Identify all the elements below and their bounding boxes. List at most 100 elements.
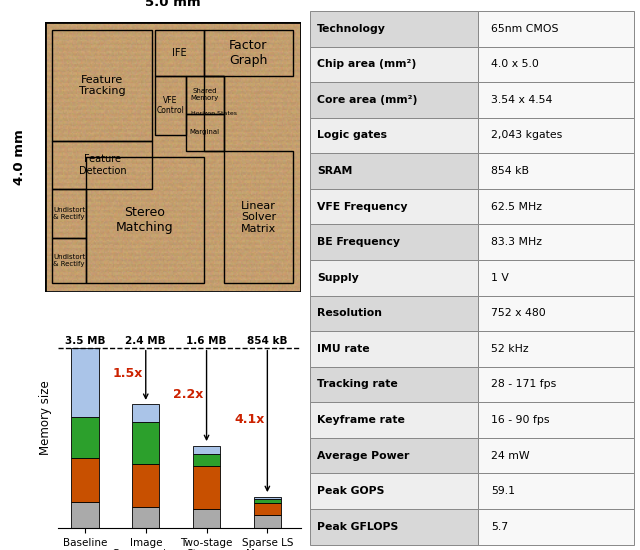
Text: 2,043 kgates: 2,043 kgates — [492, 130, 563, 140]
Text: Supply: Supply — [317, 273, 358, 283]
Text: Stereo
Matching: Stereo Matching — [116, 206, 173, 234]
Bar — [155, 30, 204, 76]
Text: Linear
Solver
Matrix: Linear Solver Matrix — [241, 201, 276, 234]
Text: IMU rate: IMU rate — [317, 344, 369, 354]
Bar — [253, 503, 281, 515]
Bar — [479, 224, 634, 260]
Bar — [479, 260, 634, 295]
Bar — [479, 47, 634, 82]
Text: Technology: Technology — [317, 24, 386, 34]
Bar — [479, 189, 634, 224]
Bar — [86, 157, 204, 283]
Text: 2.4 MB: 2.4 MB — [125, 336, 166, 345]
Text: 4.0 mm: 4.0 mm — [13, 129, 26, 185]
Bar — [193, 446, 220, 454]
Text: 5.0 mm: 5.0 mm — [145, 0, 200, 8]
Text: BE Frequency: BE Frequency — [317, 237, 400, 247]
Bar — [310, 260, 479, 295]
Text: 16 - 90 fps: 16 - 90 fps — [492, 415, 550, 425]
Text: Average Power: Average Power — [317, 450, 409, 460]
Bar — [310, 118, 479, 153]
Bar — [479, 118, 634, 153]
Bar — [71, 502, 99, 528]
Bar — [204, 30, 293, 76]
Bar — [132, 422, 159, 464]
Text: 83.3 MHz: 83.3 MHz — [492, 237, 542, 247]
Text: 52 kHz: 52 kHz — [492, 344, 529, 354]
Text: 854 kB: 854 kB — [492, 166, 529, 176]
Bar — [52, 238, 86, 283]
Bar — [193, 454, 220, 466]
Text: Undistort
& Rectify: Undistort & Rectify — [53, 254, 85, 267]
Text: Chip area (mm²): Chip area (mm²) — [317, 59, 416, 69]
Bar — [310, 367, 479, 402]
Y-axis label: Memory size: Memory size — [39, 381, 52, 455]
Bar — [479, 402, 634, 438]
Text: Factor
Graph: Factor Graph — [229, 39, 268, 67]
Bar — [310, 402, 479, 438]
Bar — [132, 404, 159, 422]
Text: VFE
Control: VFE Control — [156, 96, 184, 115]
Bar — [310, 82, 479, 118]
Text: 1 V: 1 V — [492, 273, 509, 283]
Bar — [253, 515, 281, 528]
Text: 854 kB: 854 kB — [247, 336, 287, 345]
Text: 1.5x: 1.5x — [113, 367, 143, 380]
Bar — [310, 153, 479, 189]
Bar — [310, 224, 479, 260]
Text: 4.1x: 4.1x — [234, 413, 264, 426]
Bar — [132, 508, 159, 528]
Bar — [310, 47, 479, 82]
Text: 1.6 MB: 1.6 MB — [186, 336, 227, 345]
Text: Shared
Memory: Shared Memory — [191, 88, 219, 101]
Text: Tracking rate: Tracking rate — [317, 379, 397, 389]
Text: Marginal: Marginal — [189, 129, 220, 135]
Text: 65nm CMOS: 65nm CMOS — [492, 24, 559, 34]
Bar — [71, 417, 99, 459]
Text: Peak GFLOPS: Peak GFLOPS — [317, 522, 398, 532]
Text: Feature
Tracking: Feature Tracking — [79, 75, 125, 96]
Text: SRAM: SRAM — [317, 166, 352, 176]
Bar — [132, 464, 159, 508]
Bar — [52, 189, 86, 238]
Bar — [479, 153, 634, 189]
Bar — [224, 151, 293, 283]
Bar — [310, 11, 479, 47]
Bar — [310, 331, 479, 367]
Text: 59.1: 59.1 — [492, 486, 515, 496]
Text: Resolution: Resolution — [317, 309, 382, 318]
Text: 2.2x: 2.2x — [173, 388, 204, 400]
Bar — [479, 331, 634, 367]
Bar — [310, 438, 479, 474]
Text: 4.0 x 5.0: 4.0 x 5.0 — [492, 59, 540, 69]
Text: 752 x 480: 752 x 480 — [492, 309, 546, 318]
Bar — [71, 459, 99, 502]
Text: Logic gates: Logic gates — [317, 130, 387, 140]
Text: 24 mW: 24 mW — [492, 450, 530, 460]
Bar — [310, 295, 479, 331]
Bar — [479, 295, 634, 331]
Text: 28 - 171 fps: 28 - 171 fps — [492, 379, 557, 389]
Bar — [193, 509, 220, 528]
Bar — [479, 11, 634, 47]
Text: Feature
Detection: Feature Detection — [79, 154, 126, 175]
Bar — [479, 438, 634, 474]
Bar — [310, 509, 479, 544]
Text: Keyframe rate: Keyframe rate — [317, 415, 404, 425]
Bar — [253, 499, 281, 503]
Bar — [479, 474, 634, 509]
Text: Core area (mm²): Core area (mm²) — [317, 95, 417, 105]
Bar — [479, 509, 634, 544]
Bar — [71, 348, 99, 417]
Bar — [479, 82, 634, 118]
Text: Horizon States: Horizon States — [191, 111, 237, 116]
Text: Undistort
& Rectify: Undistort & Rectify — [53, 207, 85, 220]
Text: 3.54 x 4.54: 3.54 x 4.54 — [492, 95, 553, 105]
Bar — [310, 474, 479, 509]
Bar — [52, 141, 152, 189]
Text: VFE Frequency: VFE Frequency — [317, 202, 408, 212]
Bar — [253, 497, 281, 499]
Bar — [52, 30, 152, 141]
Text: 3.5 MB: 3.5 MB — [65, 336, 105, 345]
Text: 5.7: 5.7 — [492, 522, 509, 532]
